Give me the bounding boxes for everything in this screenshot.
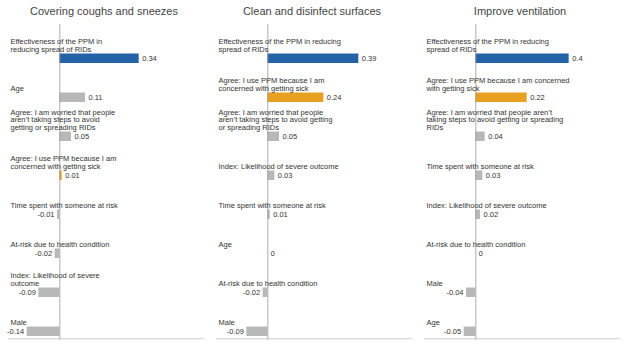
svg-text:-0.01: -0.01	[37, 210, 54, 219]
svg-text:0.22: 0.22	[530, 93, 545, 102]
svg-text:At-risk due to health conditio: At-risk due to health condition	[427, 240, 526, 249]
svg-text:0.11: 0.11	[89, 93, 103, 102]
svg-text:0.04: 0.04	[488, 132, 503, 141]
svg-text:0.03: 0.03	[486, 171, 501, 180]
svg-text:Agree: I am worried that peopl: Agree: I am worried that peoplearen’t ta…	[219, 108, 333, 132]
svg-text:0.01: 0.01	[273, 210, 288, 219]
html-text:Improve ventilation: Improve ventilation	[473, 5, 567, 17]
svg-text:Time spent with someone at ris: Time spent with someone at risk	[11, 201, 119, 210]
svg-text:Effectiveness of the PPM in re: Effectiveness of the PPM in reducingspre…	[427, 37, 549, 54]
svg-text:Male: Male	[219, 318, 235, 327]
svg-text:Agree: I use PPM because I amc: Agree: I use PPM because I amconcerned w…	[11, 154, 117, 171]
svg-text:-0.14: -0.14	[7, 327, 24, 336]
svg-text:Age: Age	[219, 240, 232, 249]
svg-text:0: 0	[271, 249, 275, 258]
svg-text:0.01: 0.01	[65, 171, 80, 180]
svg-text:-0.09: -0.09	[227, 327, 244, 336]
svg-text:-0.02: -0.02	[243, 288, 260, 297]
svg-text:0: 0	[479, 249, 483, 258]
svg-text:0.4: 0.4	[572, 54, 582, 63]
svg-text:Index: Likelihood of severe ou: Index: Likelihood of severe outcome	[219, 162, 339, 171]
svg-text:Agree: I use PPM because I am: Agree: I use PPM because I am concernedw…	[426, 76, 570, 93]
svg-text:Age: Age	[427, 318, 440, 327]
svg-text:-0.05: -0.05	[444, 327, 461, 336]
svg-text:Index: Likelihood of severeout: Index: Likelihood of severeoutcome	[11, 271, 100, 288]
svg-text:Effectiveness of the PPM inred: Effectiveness of the PPM inreducing spre…	[11, 37, 103, 54]
svg-text:Age: Age	[11, 84, 24, 93]
svg-text:0.03: 0.03	[278, 171, 293, 180]
svg-text:Agree: I am worried that peopl: Agree: I am worried that peoplearen’t ta…	[11, 108, 116, 132]
svg-text:Male: Male	[11, 318, 27, 327]
svg-text:Agree: I am worried that peopl: Agree: I am worried that people aren’tta…	[427, 108, 564, 132]
html-text:Clean and disinfect surfaces: Clean and disinfect surfaces	[242, 5, 382, 17]
svg-text:Index: Likelihood of severe ou: Index: Likelihood of severe outcome	[427, 201, 547, 210]
svg-text:Time spent with someone at ris: Time spent with someone at risk	[427, 162, 535, 171]
svg-text:-0.04: -0.04	[446, 288, 463, 297]
svg-text:-0.02: -0.02	[35, 249, 52, 258]
svg-text:Time spent with someone at ris: Time spent with someone at risk	[219, 201, 327, 210]
svg-text:Male: Male	[427, 279, 443, 288]
svg-text:0.05: 0.05	[75, 132, 90, 141]
svg-text:0.24: 0.24	[327, 93, 342, 102]
svg-text:0.39: 0.39	[362, 54, 377, 63]
svg-text:0.34: 0.34	[142, 54, 157, 63]
svg-text:Agree: I use PPM because I amc: Agree: I use PPM because I amconcerned w…	[219, 76, 325, 93]
svg-text:Effectiveness of the PPM in re: Effectiveness of the PPM in reducingspre…	[219, 37, 341, 54]
svg-text:0.02: 0.02	[484, 210, 499, 219]
svg-text:-0.09: -0.09	[19, 288, 36, 297]
svg-text:At-risk due to health conditio: At-risk due to health condition	[219, 279, 318, 288]
svg-text:At-risk due to health conditio: At-risk due to health condition	[11, 240, 110, 249]
html-text:Covering coughs and sneezes: Covering coughs and sneezes	[30, 5, 178, 17]
svg-text:0.05: 0.05	[283, 132, 298, 141]
